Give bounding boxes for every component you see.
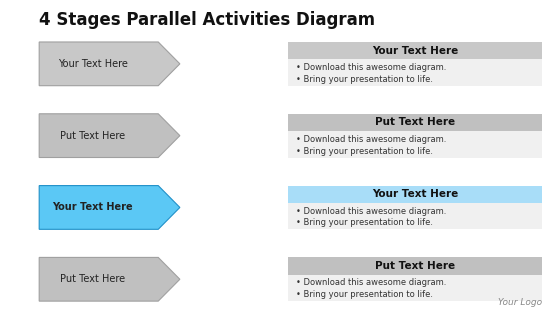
Text: Put Text Here: Put Text Here (375, 117, 455, 127)
Text: • Bring your presentation to life.: • Bring your presentation to life. (296, 218, 433, 227)
Polygon shape (39, 257, 180, 301)
FancyBboxPatch shape (288, 42, 543, 59)
Text: • Bring your presentation to life.: • Bring your presentation to life. (296, 146, 433, 156)
Polygon shape (39, 114, 180, 158)
Text: • Bring your presentation to life.: • Bring your presentation to life. (296, 75, 433, 84)
Text: Your Text Here: Your Text Here (58, 59, 128, 69)
Text: • Download this awesome diagram.: • Download this awesome diagram. (296, 278, 446, 287)
Text: Your Logo: Your Logo (498, 298, 543, 307)
Text: Your Text Here: Your Text Here (53, 203, 133, 212)
Text: Put Text Here: Put Text Here (60, 131, 125, 140)
Text: 4 Stages Parallel Activities Diagram: 4 Stages Parallel Activities Diagram (39, 11, 375, 29)
Text: • Download this awesome diagram.: • Download this awesome diagram. (296, 63, 446, 72)
FancyBboxPatch shape (288, 131, 543, 158)
Polygon shape (39, 42, 180, 86)
Text: Your Text Here: Your Text Here (372, 189, 458, 199)
FancyBboxPatch shape (288, 203, 543, 229)
Polygon shape (39, 186, 180, 229)
FancyBboxPatch shape (288, 59, 543, 86)
Text: Your Text Here: Your Text Here (372, 46, 458, 55)
Text: • Bring your presentation to life.: • Bring your presentation to life. (296, 290, 433, 299)
Text: Put Text Here: Put Text Here (60, 274, 125, 284)
FancyBboxPatch shape (288, 257, 543, 275)
FancyBboxPatch shape (288, 186, 543, 203)
Text: • Download this awesome diagram.: • Download this awesome diagram. (296, 207, 446, 215)
FancyBboxPatch shape (288, 114, 543, 131)
Text: Put Text Here: Put Text Here (375, 261, 455, 271)
FancyBboxPatch shape (288, 275, 543, 301)
Text: • Download this awesome diagram.: • Download this awesome diagram. (296, 135, 446, 144)
